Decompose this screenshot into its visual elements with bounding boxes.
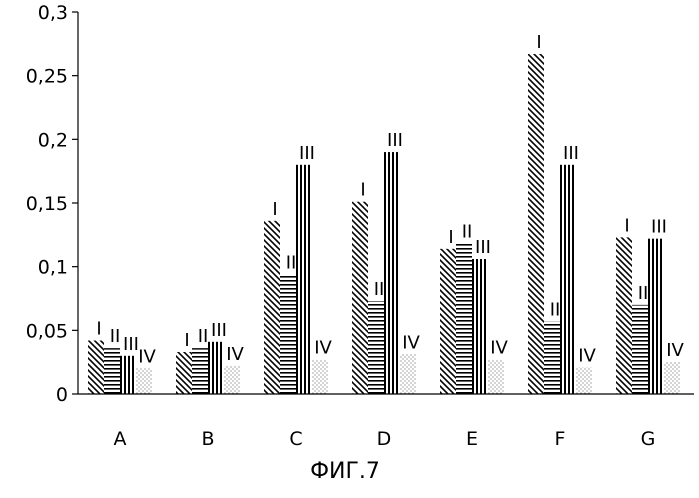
bar-label-I-F: I	[536, 32, 541, 53]
bar-II-C	[280, 274, 296, 394]
bar-label-II-D: II	[374, 279, 385, 300]
y-tick-label: 0,2	[38, 129, 68, 151]
bar-label-III-F: III	[563, 143, 579, 164]
bar-label-II-G: II	[638, 283, 649, 304]
x-category-label: C	[289, 428, 302, 450]
bar-III-G	[648, 238, 664, 394]
bar-II-A	[104, 348, 120, 394]
bar-label-IV-F: IV	[578, 345, 596, 366]
bar-label-II-F: II	[550, 299, 561, 320]
bar-label-I-B: I	[184, 330, 189, 351]
bar-III-B	[208, 341, 224, 394]
bar-IV-B	[224, 365, 240, 394]
bar-label-III-D: III	[387, 130, 403, 151]
bar-III-A	[120, 355, 136, 394]
y-tick-label: 0,05	[26, 320, 68, 342]
bar-I-B	[176, 351, 192, 394]
bar-label-I-C: I	[272, 199, 277, 220]
x-axis: A B C D E F G	[78, 393, 694, 450]
bar-IV-G	[664, 362, 680, 394]
bar-III-F	[560, 164, 576, 394]
bar-II-G	[632, 304, 648, 394]
bar-label-I-E: I	[448, 227, 453, 248]
bar-label-IV-G: IV	[666, 340, 684, 361]
bar-label-II-B: II	[198, 326, 209, 347]
bar-III-D	[384, 152, 400, 394]
bar-label-IV-B: IV	[226, 344, 244, 365]
y-tick-label: 0	[56, 384, 68, 406]
y-tick-label: 0,15	[26, 193, 68, 215]
bar-label-II-C: II	[286, 252, 297, 273]
y-tick-label: 0,1	[38, 257, 68, 279]
x-category-label: G	[641, 428, 656, 450]
bar-I-D	[352, 201, 368, 394]
bar-I-F	[528, 54, 544, 395]
bar-label-III-C: III	[299, 143, 315, 164]
x-category-label: B	[201, 428, 214, 450]
x-category-label: A	[114, 428, 127, 450]
bar-I-C	[264, 220, 280, 394]
bar-label-IV-E: IV	[490, 338, 508, 359]
bar-label-II-A: II	[110, 326, 121, 347]
bar-II-E	[456, 243, 472, 394]
bar-label-III-G: III	[651, 217, 667, 238]
bar-III-E	[472, 259, 488, 394]
y-tick-label: 0,25	[26, 66, 68, 88]
bar-label-IV-D: IV	[402, 333, 420, 354]
bar-IV-C	[312, 359, 328, 394]
bar-II-D	[368, 301, 384, 394]
bar-label-II-E: II	[462, 222, 473, 243]
x-category-label: D	[377, 428, 392, 450]
bar-label-I-A: I	[96, 319, 101, 340]
bar-IV-A	[136, 368, 152, 394]
bar-IV-D	[400, 354, 416, 394]
y-axis: 0 0,05 0,1 0,15 0,2 0,25 0,3	[26, 2, 79, 406]
bar-I-E	[440, 248, 456, 394]
figure-caption: ФИГ.7	[310, 459, 380, 484]
bar-label-III-A: III	[123, 334, 139, 355]
bar-label-III-B: III	[211, 320, 227, 341]
bar-IV-E	[488, 359, 504, 394]
bar-label-I-D: I	[360, 180, 365, 201]
y-tick-label: 0,3	[38, 2, 68, 24]
x-category-label: F	[555, 428, 566, 450]
bar-label-III-E: III	[475, 237, 491, 258]
bar-II-B	[192, 348, 208, 394]
bar-label-I-G: I	[624, 215, 629, 236]
bar-I-A	[88, 340, 104, 394]
bar-label-IV-A: IV	[138, 347, 156, 368]
bar-III-C	[296, 164, 312, 394]
bar-label-IV-C: IV	[314, 338, 332, 359]
x-category-label: E	[466, 428, 478, 450]
bar-II-F	[544, 321, 560, 394]
bar-I-G	[616, 237, 632, 394]
bar-IV-F	[576, 367, 592, 394]
